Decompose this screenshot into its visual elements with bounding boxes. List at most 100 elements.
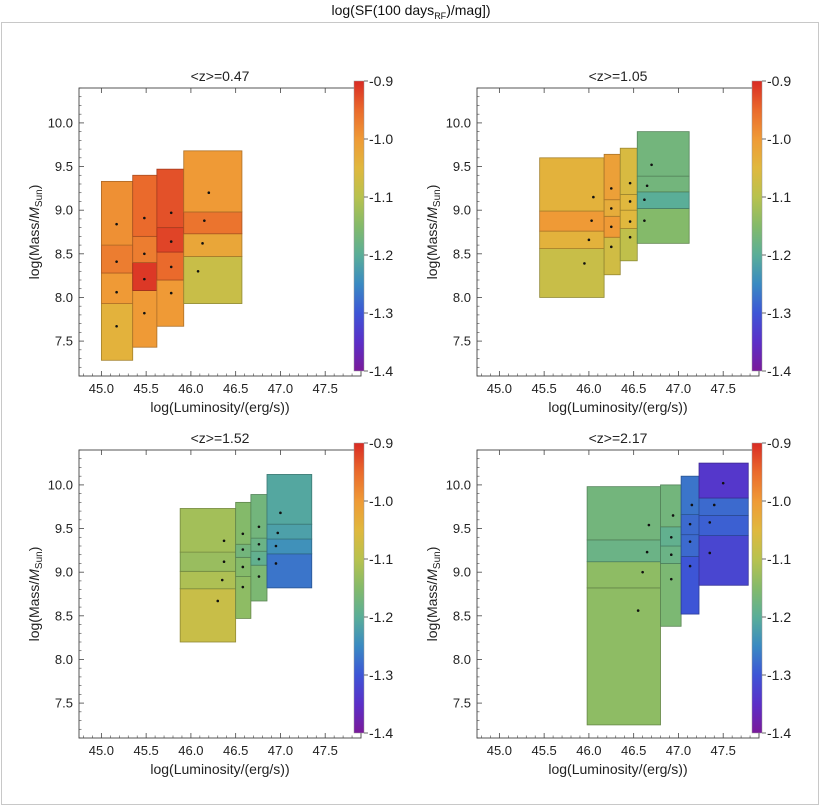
panel-2: <z>=1.05 45.0 45.5 46.0 46.5 47.0 47.5 7.5 8.0 8.…	[424, 68, 791, 415]
colorbar-tick-label: -1.3	[369, 305, 393, 321]
bin-cell	[603, 153, 621, 201]
y-tick-label: 7.5	[453, 696, 471, 711]
bin-cell	[100, 303, 134, 361]
y-tick-label: 8.5	[55, 246, 73, 261]
bin-cell	[235, 501, 252, 545]
bin-point	[257, 575, 261, 578]
bin-cell	[680, 475, 700, 515]
bin-cell	[132, 262, 158, 291]
y-tick-label: 9.0	[55, 565, 73, 580]
bin-point	[609, 225, 613, 229]
colorbar-tick-label: -1.4	[767, 725, 791, 741]
bin-cell	[539, 157, 605, 212]
bin-cell	[636, 208, 690, 244]
bin-point	[721, 481, 725, 485]
bin-point	[688, 564, 692, 568]
colorbar-tick-label: -1.0	[767, 131, 791, 147]
x-tick-label: 45.0	[487, 381, 512, 396]
bin-point	[643, 219, 646, 222]
bin-point	[609, 245, 613, 249]
bin-cell	[250, 494, 268, 539]
x-tick-label: 47.5	[711, 381, 736, 396]
bin-cell	[586, 561, 661, 589]
panel-title: <z>=2.17	[589, 430, 648, 446]
colorbar-tick-label: -0.9	[369, 435, 393, 451]
bin-point	[169, 211, 173, 215]
colorbar-tick-label: -1.3	[767, 667, 791, 683]
y-tick-label: 9.0	[55, 203, 73, 218]
x-tick-label: 45.5	[531, 743, 556, 758]
x-tick-label: 46.5	[223, 743, 248, 758]
bin-point	[257, 525, 261, 529]
y-tick-label: 8.5	[453, 246, 471, 261]
bin-point	[196, 269, 200, 273]
bin-point	[216, 599, 220, 603]
bin-cell	[603, 236, 621, 276]
figure-title: log(SF(100 daysRF)/mag])	[0, 2, 822, 21]
bin-cell	[156, 279, 185, 327]
bin-point	[115, 260, 118, 263]
bin-point	[583, 262, 586, 265]
y-tick-label: 7.5	[453, 334, 471, 349]
bin-point	[169, 265, 173, 269]
bin-cell	[266, 538, 313, 555]
x-tick-label: 46.0	[576, 743, 601, 758]
bin-point	[222, 560, 226, 564]
bin-point	[220, 578, 224, 582]
bin-cell	[235, 543, 252, 558]
bin-point	[609, 207, 613, 210]
x-tick-label: 45.0	[487, 743, 512, 758]
bin-cell	[636, 175, 690, 193]
bin-cell	[100, 272, 134, 304]
bin-point	[592, 195, 595, 199]
x-tick-label: 45.0	[89, 743, 114, 758]
bin-cell	[698, 515, 749, 536]
colorbar	[751, 80, 763, 372]
bin-cell	[586, 587, 661, 726]
colorbar-tick-label: -1.2	[369, 609, 393, 625]
bin-cell	[698, 462, 749, 499]
bin-cell	[183, 256, 243, 304]
bin-cell	[266, 474, 313, 525]
y-tick-label: 9.5	[55, 521, 73, 536]
bin-cell	[698, 535, 749, 586]
colorbar	[353, 442, 365, 734]
bin-point	[241, 585, 245, 589]
figure-title-sub: RF	[434, 10, 447, 21]
bin-cell	[179, 551, 237, 572]
bin-point	[609, 187, 613, 190]
bin-point	[115, 324, 118, 328]
bin-point	[115, 222, 118, 226]
bin-point	[712, 503, 716, 507]
panel-title: <z>=0.47	[191, 68, 250, 84]
bin-cell	[156, 168, 185, 229]
colorbar-tick-label: -1.0	[369, 493, 393, 509]
y-tick-label: 8.0	[453, 652, 471, 667]
x-axis-label: log(Luminosity/(erg/s))	[548, 399, 687, 415]
bin-point	[207, 191, 211, 195]
x-tick-label: 47.5	[313, 743, 338, 758]
x-tick-label: 46.5	[621, 743, 646, 758]
y-tick-label: 8.5	[453, 608, 471, 623]
x-tick-label: 46.0	[576, 381, 601, 396]
panel-title: <z>=1.52	[191, 430, 250, 446]
bin-point	[257, 542, 261, 546]
bin-point	[169, 240, 173, 243]
bin-point	[708, 551, 712, 555]
bin-point	[690, 503, 694, 507]
bin-point	[203, 219, 206, 222]
bin-point	[641, 570, 644, 574]
bin-point	[671, 514, 675, 517]
bin-point	[643, 198, 646, 202]
bin-cell	[586, 539, 661, 563]
y-tick-label: 9.5	[453, 159, 471, 174]
bin-point	[688, 522, 692, 526]
y-tick-label: 9.5	[453, 521, 471, 536]
colorbar-tick-label: -1.1	[767, 551, 791, 567]
bin-cell	[539, 230, 605, 249]
y-tick-label: 10.0	[48, 477, 73, 492]
colorbar-tick-label: -1.4	[369, 363, 393, 379]
x-tick-label: 46.0	[178, 381, 203, 396]
figure-title-tail: )/mag])	[446, 2, 491, 18]
